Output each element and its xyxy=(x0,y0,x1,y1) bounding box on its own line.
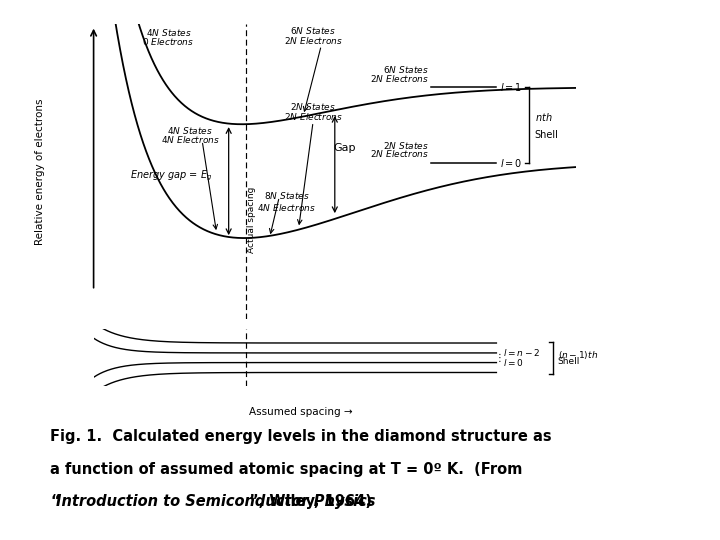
Text: $2N$ Electrons: $2N$ Electrons xyxy=(284,111,343,122)
Text: $2N$ States: $2N$ States xyxy=(290,101,336,112)
Text: $l = 0$: $l = 0$ xyxy=(500,157,522,169)
Text: $2N$ Electrons: $2N$ Electrons xyxy=(284,35,343,46)
Text: $l = n-2$: $l = n-2$ xyxy=(503,347,540,359)
Text: $4N$ States: $4N$ States xyxy=(145,26,192,37)
Text: $6N$ States: $6N$ States xyxy=(290,25,336,36)
Text: $4N$ Electrons: $4N$ Electrons xyxy=(161,134,220,145)
Text: $8N$ States: $8N$ States xyxy=(264,191,310,201)
Text: Assumed spacing →: Assumed spacing → xyxy=(249,407,353,417)
Text: $2N$ Electrons: $2N$ Electrons xyxy=(370,73,429,84)
Text: $(n-1)$th: $(n-1)$th xyxy=(558,349,598,361)
Text: Energy gap = $E_g$: Energy gap = $E_g$ xyxy=(130,168,212,183)
Text: $2N$ Electrons: $2N$ Electrons xyxy=(370,148,429,159)
Text: Shell: Shell xyxy=(534,130,559,140)
Text: Introduction to Semiconductor Physics: Introduction to Semiconductor Physics xyxy=(56,494,376,509)
Text: Actual spacing: Actual spacing xyxy=(247,186,256,253)
Text: $l = 0$: $l = 0$ xyxy=(503,357,523,368)
Text: $0$ Electrons: $0$ Electrons xyxy=(143,36,194,48)
Text: Fig. 1.  Calculated energy levels in the diamond structure as: Fig. 1. Calculated energy levels in the … xyxy=(50,429,552,444)
Text: a function of assumed atomic spacing at T = 0º K.  (From: a function of assumed atomic spacing at … xyxy=(50,462,523,477)
Text: ”, Wiley, 1964): ”, Wiley, 1964) xyxy=(249,494,372,509)
Text: ⋮: ⋮ xyxy=(495,353,504,363)
Text: Shell: Shell xyxy=(558,357,580,366)
Text: $l = 1$: $l = 1$ xyxy=(500,82,522,93)
Text: $2N$ States: $2N$ States xyxy=(383,140,429,151)
Text: $4N$ Electrons: $4N$ Electrons xyxy=(257,201,316,213)
Text: Gap: Gap xyxy=(333,143,356,152)
Text: $4N$ States: $4N$ States xyxy=(167,125,213,136)
Text: “: “ xyxy=(50,494,60,509)
Text: Relative energy of electrons: Relative energy of electrons xyxy=(35,98,45,245)
Text: $6N$ States: $6N$ States xyxy=(383,64,429,76)
Text: $n$th: $n$th xyxy=(534,111,552,123)
